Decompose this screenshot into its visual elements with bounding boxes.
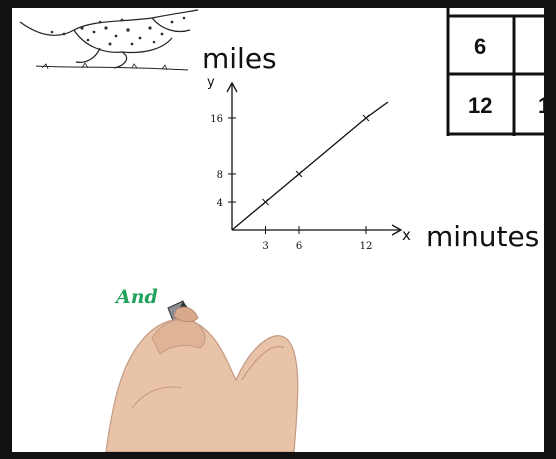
y-axis-letter: y	[207, 75, 215, 90]
y-tick-label: 8	[217, 170, 223, 181]
x-axis-letter: x	[402, 226, 411, 244]
y-axis-title: miles	[202, 42, 277, 75]
data-point-marker	[262, 198, 269, 206]
hand-holding-marker	[105, 300, 299, 452]
table-cell-r2c1: 12	[468, 93, 492, 118]
x-tick-label: 3	[262, 241, 268, 252]
whiteboard: 6 12 1 miles minutes y x 3 6 12 16 8 4 And	[12, 8, 544, 452]
table-cell-r2c2: 1	[538, 93, 544, 118]
cheetah-illustration	[19, 9, 199, 71]
data-table	[446, 8, 544, 136]
x-axis-title: minutes	[426, 220, 539, 253]
chart-axes	[226, 81, 403, 236]
y-tick-label: 4	[217, 198, 223, 209]
whiteboard-canvas: 6 12 1 miles minutes y x 3 6 12 16 8 4 And	[19, 8, 544, 452]
series-line	[231, 101, 389, 231]
caption-text: And	[114, 286, 158, 308]
x-tick-label: 12	[360, 241, 373, 252]
x-tick-label: 6	[296, 241, 302, 252]
y-tick-label: 16	[210, 114, 223, 125]
table-cell-r1c1: 6	[474, 34, 486, 59]
data-point-marker	[362, 114, 370, 122]
chart-marks: 3 6 12 16 8 4	[210, 101, 389, 252]
data-point-marker	[295, 170, 303, 178]
